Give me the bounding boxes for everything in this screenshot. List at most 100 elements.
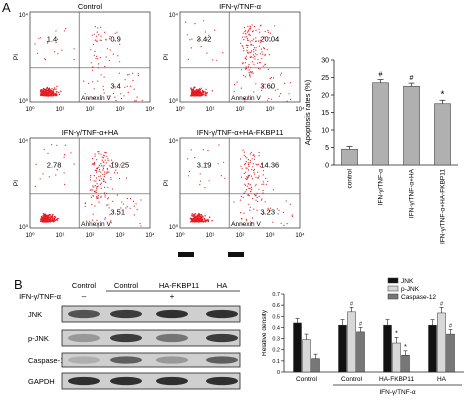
flow-event (129, 207, 131, 209)
flow-event (244, 30, 247, 32)
flow-event (89, 179, 92, 181)
y-axis-label: PI (13, 180, 20, 186)
significance-mark: * (441, 89, 445, 100)
flow-event (90, 196, 92, 198)
flow-event (243, 27, 246, 29)
flow-event (192, 88, 194, 90)
flow-event (248, 29, 250, 31)
flow-event (260, 163, 262, 165)
flow-event (96, 187, 98, 189)
flow-event (248, 163, 250, 165)
flow-event (211, 90, 214, 92)
flow-event (100, 178, 103, 180)
flow-event (120, 97, 123, 100)
flow-event (252, 57, 254, 59)
flow-event (244, 31, 246, 33)
flow-event (116, 31, 118, 33)
flow-event (119, 61, 121, 63)
flow-event (65, 28, 67, 30)
flow-event (262, 53, 264, 55)
flow-event (259, 31, 261, 33)
flow-event (193, 90, 195, 92)
flow-event (100, 187, 102, 189)
flow-event (132, 72, 134, 74)
flow-event (259, 166, 261, 168)
flow-event (248, 187, 250, 189)
flow-event (102, 173, 104, 175)
category-label: Control (296, 376, 318, 383)
treatment-mark: + (170, 292, 175, 301)
flow-event (98, 34, 100, 36)
flow-event (43, 148, 45, 150)
flow-event (278, 95, 280, 97)
blot-band (206, 376, 238, 386)
blot-strip (61, 372, 241, 390)
flow-event (95, 40, 97, 42)
flow-event (261, 85, 263, 87)
flow-event (243, 154, 245, 156)
flow-event (102, 180, 105, 183)
flow-event (243, 151, 245, 153)
flow-event (204, 91, 206, 93)
flow-event (93, 54, 95, 56)
y-tick-label-top: 10⁴ (19, 138, 29, 145)
flow-event (198, 94, 200, 96)
flow-plot-frame (179, 137, 301, 229)
flow-event (140, 199, 142, 201)
flow-event (199, 180, 201, 182)
flow-event (257, 62, 259, 64)
flow-event (56, 169, 58, 171)
significance-mark: # (410, 75, 414, 82)
flow-event (191, 38, 193, 40)
quadrant-lr-value: 3.51 (110, 208, 125, 217)
flow-event (56, 85, 58, 88)
flow-event (280, 93, 282, 95)
flow-event (98, 175, 100, 178)
flow-event (126, 74, 128, 76)
blot-band (110, 376, 142, 386)
flow-event (247, 176, 249, 178)
flow-event (136, 96, 138, 98)
flow-event (280, 222, 282, 224)
flow-event (140, 225, 142, 227)
flow-event (111, 188, 113, 190)
flow-event (244, 184, 246, 186)
flow-event (53, 87, 56, 89)
flow-event (203, 90, 205, 93)
flow-event (42, 173, 44, 175)
flow-event (243, 74, 245, 77)
flow-event (191, 215, 193, 217)
flow-event (252, 163, 254, 165)
x-tick-label: 10³ (266, 107, 275, 113)
flow-event (104, 65, 106, 68)
flow-event (91, 203, 93, 206)
flow-event (97, 80, 99, 82)
significance-mark: # (440, 301, 444, 307)
flow-plot-frame (179, 11, 301, 103)
flow-event (55, 93, 58, 95)
flow-event (55, 219, 57, 221)
flow-event (55, 91, 58, 93)
flow-event (202, 149, 204, 151)
flow-event (245, 161, 247, 163)
flow-event (270, 87, 272, 89)
flow-event (118, 72, 120, 74)
flow-event (109, 36, 111, 38)
flow-event (249, 56, 251, 58)
flow-event (194, 91, 196, 93)
flow-event (206, 220, 208, 222)
flow-event (202, 221, 204, 223)
flow-event (267, 99, 269, 101)
flow-event (100, 95, 102, 97)
flow-plot-frame (29, 137, 151, 229)
flow-event (105, 152, 107, 154)
flow-event (73, 163, 75, 165)
blot-group-label: Control (114, 281, 139, 290)
flow-event (251, 24, 253, 26)
flow-event (190, 89, 193, 91)
flow-event (190, 218, 192, 220)
flow-event (242, 149, 244, 151)
bar (434, 103, 451, 166)
flow-event (93, 43, 95, 46)
flow-event (49, 94, 51, 96)
